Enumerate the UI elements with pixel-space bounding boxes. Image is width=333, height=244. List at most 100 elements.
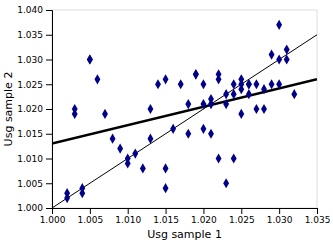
- point: [223, 89, 229, 99]
- point: [208, 94, 214, 104]
- tick-label: 1.025: [229, 215, 255, 225]
- point: [261, 104, 267, 114]
- y-axis-title: Usg sample 2: [2, 72, 15, 147]
- tick-mark: [203, 208, 204, 214]
- point: [276, 20, 282, 30]
- tick-label: 1.010: [115, 215, 141, 225]
- tick-label: 1.030: [17, 55, 43, 65]
- tick-mark: [279, 208, 280, 214]
- point: [238, 109, 244, 119]
- point: [163, 163, 169, 173]
- point: [178, 79, 184, 89]
- point: [276, 54, 282, 64]
- tick-label: 1.015: [17, 129, 43, 139]
- tick-label: 1.010: [17, 154, 43, 164]
- point: [291, 89, 297, 99]
- axis-line: [53, 209, 318, 215]
- tick-label: 1.015: [153, 215, 179, 225]
- point: [132, 148, 138, 158]
- point: [147, 134, 153, 144]
- point: [87, 54, 93, 64]
- tick: 1.010: [115, 208, 141, 225]
- point: [155, 79, 161, 89]
- tick: 1.035: [305, 208, 331, 225]
- point: [163, 183, 169, 193]
- tick: 1.020: [17, 104, 52, 114]
- tick: 1.030: [17, 55, 52, 65]
- tick-mark: [46, 10, 52, 11]
- point: [231, 79, 237, 89]
- tick-label: 1.005: [17, 179, 43, 189]
- tick-label: 1.040: [17, 5, 43, 15]
- tick: 1.025: [229, 208, 255, 225]
- plot-frame: [52, 10, 317, 208]
- point: [269, 49, 275, 59]
- tick: 1.000: [40, 208, 66, 225]
- point: [185, 129, 191, 139]
- tick-label: 1.025: [17, 80, 43, 90]
- tick-mark: [128, 208, 129, 214]
- x-axis-title: Usg sample 1: [147, 228, 222, 241]
- tick-mark: [46, 35, 52, 36]
- tick: 1.020: [191, 208, 217, 225]
- tick: 1.005: [77, 208, 103, 225]
- point: [231, 153, 237, 163]
- points: [64, 20, 297, 203]
- tick-mark: [46, 134, 52, 135]
- point: [193, 69, 199, 79]
- line: [52, 35, 317, 208]
- tick: 1.005: [17, 179, 52, 189]
- tick-label: 1.000: [17, 203, 43, 213]
- tick-label: 1.030: [267, 215, 293, 225]
- tick: 1.010: [17, 154, 52, 164]
- tick-mark: [317, 208, 318, 214]
- tick-mark: [46, 208, 52, 209]
- tick: 1.030: [267, 208, 293, 225]
- point: [140, 163, 146, 173]
- point: [200, 124, 206, 134]
- tick-mark: [46, 84, 52, 85]
- point: [216, 153, 222, 163]
- plot-area: 1.000 1.005 1.010 1.015 1.020 1.025 1.030 1.035…: [17, 5, 330, 225]
- tick-label: 1.035: [305, 215, 331, 225]
- tick-mark: [166, 208, 167, 214]
- point: [147, 104, 153, 114]
- point: [79, 183, 85, 193]
- point: [238, 74, 244, 84]
- point: [117, 144, 123, 154]
- tick: 1.000: [17, 203, 52, 213]
- point: [208, 129, 214, 139]
- point: [94, 74, 100, 84]
- point: [110, 134, 116, 144]
- tick: 1.015: [153, 208, 179, 225]
- tick: 1.040: [17, 5, 52, 15]
- tick-mark: [46, 60, 52, 61]
- point: [253, 104, 259, 114]
- tick-label: 1.000: [40, 215, 66, 225]
- point: [170, 124, 176, 134]
- tick: 1.015: [17, 129, 52, 139]
- lines: [52, 35, 317, 208]
- chart: 1.000 1.005 1.010 1.015 1.020 1.025 1.030 1.035…: [0, 0, 333, 244]
- point: [261, 84, 267, 94]
- point: [246, 79, 252, 89]
- point: [231, 89, 237, 99]
- point: [246, 79, 252, 89]
- tick-label: 1.005: [77, 215, 103, 225]
- point: [185, 99, 191, 109]
- point: [246, 89, 252, 99]
- point: [163, 74, 169, 84]
- point: [102, 109, 108, 119]
- point: [72, 104, 78, 114]
- tick: 1.035: [17, 30, 52, 40]
- point: [216, 74, 222, 84]
- point: [284, 54, 290, 64]
- line: [52, 79, 317, 143]
- tick-label: 1.035: [17, 30, 43, 40]
- point: [223, 178, 229, 188]
- point: [200, 79, 206, 89]
- point: [193, 69, 199, 79]
- point: [276, 79, 282, 89]
- tick-mark: [46, 183, 52, 184]
- tick-mark: [46, 109, 52, 110]
